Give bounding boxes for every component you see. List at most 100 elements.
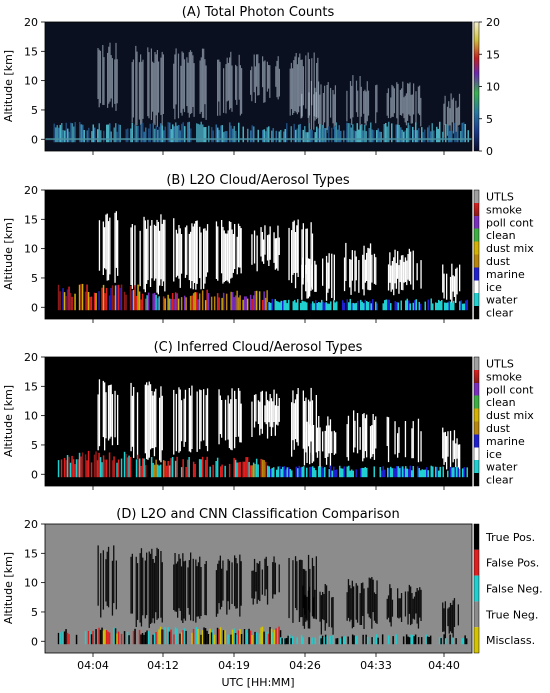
cloud-mark [332,597,334,635]
cloud-mark [273,232,275,263]
cloud-mark [395,263,397,289]
cloud-mark [297,388,299,446]
aerosol-mark [351,634,354,645]
aerosol-mark [83,130,85,143]
y-tick-label: 0 [31,133,38,146]
cloud-mark [294,556,297,608]
cloud-mark [317,57,319,118]
aerosol-mark [381,470,383,478]
panel-c-colorbar [473,356,480,487]
cloud-mark [278,398,280,422]
aerosol-mark [156,464,159,478]
cloud-mark [393,88,395,114]
cloud-mark [266,399,269,439]
aerosol-mark [296,128,298,143]
aerosol-mark [53,123,55,143]
aerosol-mark [59,291,61,311]
aerosol-mark [376,303,378,311]
aerosol-mark [204,459,207,478]
aerosol-mark [116,285,118,311]
cloud-mark [272,562,274,599]
aerosol-mark [254,291,256,311]
cloud-mark [305,397,307,453]
cloud-mark [117,394,119,445]
cloud-mark [255,394,257,422]
cloud-mark [235,399,237,437]
cloud-mark [300,59,302,119]
cloud-mark [261,569,263,595]
cloud-mark [266,565,269,605]
cloud-mark [327,82,329,133]
aerosol-mark [224,630,226,645]
aerosol-mark [182,459,184,478]
cloud-mark [390,588,392,627]
aerosol-mark [463,467,465,478]
panel-b-marks [57,211,468,311]
aerosol-mark [232,128,234,143]
cloud-mark [319,427,321,468]
aerosol-mark [219,466,222,478]
aerosol-mark [194,464,196,478]
aerosol-mark [335,122,337,143]
cloud-mark [400,255,403,290]
aerosol-mark [341,636,343,645]
aerosol-mark [263,460,265,478]
cloud-mark [98,220,101,271]
cloud-mark [183,561,185,619]
aerosol-mark [364,124,366,143]
aerosol-mark [336,301,338,311]
cloud-mark [305,570,307,619]
cloud-mark [310,387,312,442]
aerosol-mark [279,466,281,478]
cloud-mark [153,391,156,457]
cloud-mark [156,50,158,127]
cloud-mark [290,62,292,110]
cloud-mark [104,382,106,451]
cloud-mark [366,414,368,458]
aerosol-mark [176,628,178,645]
aerosol-mark [65,629,67,645]
aerosol-mark [216,293,219,311]
panel-d: (D) L2O and CNN Classification Compariso… [2,507,543,672]
aerosol-mark [75,634,78,645]
y-tick-label: 20 [24,184,38,197]
cloud-mark [310,259,312,291]
aerosol-mark [213,296,216,311]
aerosol-mark [192,293,195,311]
cloud-mark [456,267,458,295]
aerosol-mark [158,465,160,478]
aerosol-mark [176,293,178,311]
aerosol-mark [174,292,177,311]
aerosol-mark [131,123,133,143]
cloud-mark [351,250,353,281]
aerosol-mark [328,303,330,311]
cloud-mark [227,62,229,101]
aerosol-mark [428,125,430,143]
aerosol-mark [288,299,290,311]
aerosol-mark [132,289,135,311]
cloud-mark [347,415,350,461]
cloud-mark [311,233,314,290]
class-label: clear [486,307,514,320]
cloud-mark [416,263,418,281]
cloud-mark [331,597,333,628]
aerosol-mark [152,462,154,478]
aerosol-mark [169,122,171,143]
cloud-mark [331,431,333,453]
cloud-mark [193,63,195,117]
cloud-mark [456,107,458,134]
cloud-mark [328,425,330,454]
cloud-mark [143,216,145,290]
panel-a-x-ticks [92,151,445,155]
aerosol-mark [175,122,177,143]
cloud-mark [264,558,266,596]
aerosol-mark [176,456,178,478]
cloud-mark [190,231,192,289]
cloud-mark [360,86,362,117]
panel-d-x-ticks: 04:04 04:12 04:19 04:26 04:33 04:40 [77,653,460,672]
y-tick-label: 5 [31,606,38,619]
aerosol-mark [125,129,127,143]
aerosol-mark [348,465,350,478]
aerosol-mark [113,295,115,311]
aerosol-mark [329,635,331,645]
